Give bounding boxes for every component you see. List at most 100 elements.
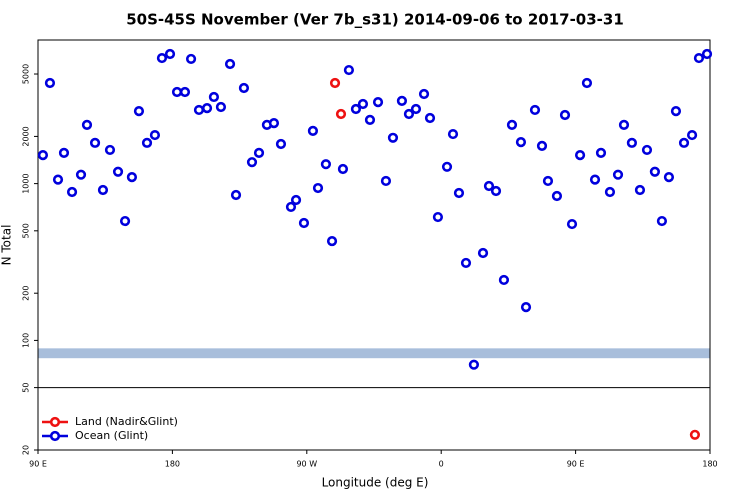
point (350, 103, 362, 115)
point (81, 119, 93, 130)
point (581, 77, 593, 89)
point (441, 161, 453, 172)
point (171, 86, 183, 98)
x-tick-label: 90 E (29, 460, 47, 469)
point (357, 98, 369, 110)
point (75, 169, 87, 180)
point (641, 144, 653, 156)
point (589, 174, 601, 185)
x-axis-label: Longitude (deg E) (322, 476, 429, 490)
point (343, 64, 355, 76)
plot-frame (37, 39, 711, 451)
point (337, 163, 349, 175)
point (663, 172, 675, 183)
point (312, 182, 324, 194)
point (424, 112, 436, 124)
point (432, 211, 444, 223)
point (453, 187, 465, 199)
point (66, 186, 78, 198)
y-tick-label: 50 (22, 383, 31, 393)
point (156, 52, 168, 64)
y-tick-label: 5000 (22, 64, 31, 84)
point (477, 247, 489, 259)
y-tick-label: 100 (22, 333, 31, 348)
point (701, 48, 713, 60)
point (515, 136, 527, 148)
point (595, 147, 607, 158)
point (298, 217, 310, 229)
point (215, 101, 227, 113)
legend-label: Ocean (Glint) (75, 429, 148, 442)
y-tick-label: 500 (22, 223, 31, 238)
point (618, 119, 630, 130)
point (238, 82, 250, 94)
point (230, 189, 242, 201)
point (612, 169, 624, 180)
point (104, 144, 116, 156)
point (649, 166, 660, 177)
y-tick-label: 2000 (22, 126, 31, 146)
point (380, 175, 392, 187)
point (468, 359, 480, 370)
point (418, 88, 430, 100)
y-tick-label: 20 (22, 445, 31, 455)
point (246, 157, 258, 168)
point (208, 91, 220, 103)
legend-marker (49, 430, 61, 442)
point (268, 118, 280, 129)
point (275, 138, 287, 150)
point (97, 184, 109, 196)
point (329, 77, 341, 89)
point (520, 302, 532, 313)
point (44, 77, 56, 89)
y-tick-label: 200 (22, 286, 31, 301)
point (574, 149, 586, 161)
x-tick-label: 180 (165, 460, 180, 469)
point (559, 109, 571, 121)
point (447, 128, 459, 140)
point (566, 218, 578, 230)
point (410, 103, 422, 115)
point (387, 132, 399, 143)
point (396, 95, 408, 106)
band (38, 348, 710, 359)
x-tick-label: 0 (439, 460, 444, 469)
point (133, 106, 145, 117)
point (536, 140, 548, 151)
point (689, 429, 701, 440)
point (506, 119, 518, 130)
point (52, 174, 64, 185)
point (119, 215, 131, 227)
point (604, 186, 616, 198)
point (670, 106, 682, 117)
x-tick-label: 90 E (567, 460, 585, 469)
point (149, 129, 161, 141)
point (678, 137, 690, 148)
point (693, 52, 705, 64)
point (253, 147, 265, 158)
point (626, 137, 637, 148)
point (364, 114, 376, 125)
point (290, 194, 302, 206)
point (372, 97, 384, 108)
point (542, 175, 554, 187)
legend-label: Land (Nadir&Glint) (75, 415, 178, 428)
point (89, 137, 101, 148)
point (403, 108, 415, 120)
point (185, 53, 197, 65)
point (126, 172, 138, 183)
point (179, 86, 191, 98)
point (551, 190, 563, 202)
point (112, 166, 124, 177)
point (164, 48, 176, 60)
point (58, 147, 70, 158)
point (201, 103, 213, 114)
point (193, 104, 205, 116)
legend-marker (49, 416, 61, 428)
point (686, 129, 698, 141)
point (307, 125, 319, 136)
y-tick-label: 1000 (22, 173, 31, 193)
chart-title: 50S-45S November (Ver 7b_s31) 2014-09-06… (126, 11, 624, 29)
point (529, 104, 541, 116)
